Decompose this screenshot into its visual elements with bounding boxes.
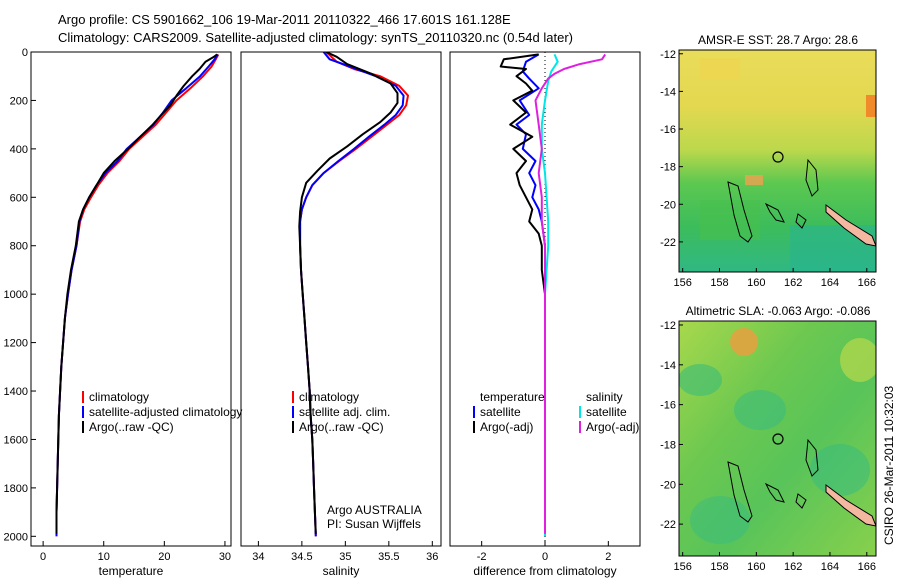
sla-map-ticks: 156 158 160 162 164 166 -12 -14 -16 -18 -20 -22 (660, 320, 876, 573)
x-tick-label: 0 (542, 551, 548, 563)
legend-entry: Argo(..raw -QC) (89, 420, 174, 434)
map-x-tick-label: 156 (674, 277, 692, 289)
legend-entry: climatology (89, 390, 149, 404)
x-tick-label: 34.5 (291, 551, 312, 563)
legend-entry: Argo(-adj) (480, 420, 533, 434)
legend-entry: Argo(-adj) (586, 420, 639, 434)
series-line-1-1 (55, 53, 220, 537)
map-y-tick-label: -14 (660, 360, 676, 372)
map-y-tick-label: -20 (660, 199, 676, 211)
y-tick-label: 1400 (4, 386, 28, 398)
map-y-tick-label: -12 (660, 49, 676, 61)
x-tick-label: 30 (219, 551, 231, 563)
map-x-tick-label: 160 (747, 277, 765, 289)
y-tick-label: 2000 (4, 531, 28, 543)
legend-group-title: temperature (480, 390, 545, 404)
legend-entry: satellite-adjusted climatology (89, 405, 242, 419)
figure-title-line2: Climatology: CARS2009. Satellite-adjuste… (58, 30, 573, 45)
x-axis-label: difference from climatology (473, 564, 616, 578)
y-tick-label: 1200 (4, 338, 28, 350)
y-tick-label: 600 (10, 192, 28, 204)
sst-map-frame (678, 49, 877, 273)
x-tick-label: 34 (252, 551, 264, 563)
csiro-timestamp: CSIRO 26-Mar-2011 10:32:03 (882, 385, 896, 545)
map-x-tick-label: 158 (710, 561, 728, 573)
legend-entry: satellite (586, 405, 627, 419)
map-x-tick-label: 158 (710, 277, 728, 289)
map-y-tick-label: -18 (660, 439, 676, 451)
map-x-tick-label: 156 (674, 561, 692, 573)
map-y-tick-label: -16 (660, 400, 676, 412)
map-x-tick-label: 166 (858, 561, 876, 573)
map-x-tick-label: 162 (784, 561, 802, 573)
x-axis-label: temperature (99, 564, 164, 578)
x-tick-label: 2 (605, 551, 611, 563)
profile-panel-1: 0 10 20 30 temperature 0 200 400 600 800 1000 1200 1… (4, 47, 243, 578)
annotation-line: Argo AUSTRALIA (327, 503, 422, 517)
legend-group-title: salinity (586, 390, 623, 404)
map-x-tick-label: 166 (858, 277, 876, 289)
map-y-tick-label: -22 (660, 519, 676, 531)
sst-argo-marker (772, 151, 784, 163)
map-x-tick-label: 162 (784, 277, 802, 289)
figure-title-line1: Argo profile: CS 5901662_106 19-Mar-2011… (58, 12, 511, 27)
x-tick-label: 35.5 (378, 551, 399, 563)
profile-panels: 0 10 20 30temperature0200400600800100012001… (4, 47, 641, 578)
series-line-3-4 (534, 53, 607, 534)
map-y-tick-label: -20 (660, 479, 676, 491)
y-tick-label: 1600 (4, 434, 28, 446)
legend-entry: satellite adj. clim. (299, 405, 390, 419)
x-tick-label: 20 (158, 551, 170, 563)
series-line-1-2 (55, 53, 219, 537)
y-tick-label: 400 (10, 144, 28, 156)
sla-map-frame (678, 320, 877, 557)
map-x-tick-label: 164 (821, 277, 839, 289)
sla-map-field (679, 321, 876, 556)
series-line-2-3 (298, 52, 399, 534)
x-tick-label: 36 (426, 551, 438, 563)
series-line-1-3 (55, 53, 218, 534)
legend-entry: Argo(..raw -QC) (299, 420, 384, 434)
map-y-tick-label: -16 (660, 124, 676, 136)
y-tick-label: 0 (22, 47, 28, 59)
legend-entry: satellite (480, 405, 521, 419)
series-line-3-1 (515, 53, 546, 537)
x-tick-label: 0 (40, 551, 46, 563)
y-tick-label: 800 (10, 241, 28, 253)
plot-frame-1 (30, 51, 232, 547)
sla-argo-marker (772, 433, 784, 445)
series-line-2-1 (299, 52, 409, 537)
plot-frame-2 (240, 51, 442, 547)
y-tick-label: 200 (10, 95, 28, 107)
y-tick-label: 1800 (4, 483, 28, 495)
map-y-tick-label: -14 (660, 86, 676, 98)
annotation-line: PI: Susan Wijffels (327, 517, 421, 531)
x-tick-label: 10 (98, 551, 110, 563)
y-tick-label: 1000 (4, 289, 28, 301)
map-y-tick-label: -22 (660, 237, 676, 249)
x-tick-label: 35 (339, 551, 351, 563)
legend-entry: climatology (299, 390, 359, 404)
x-axis-label: salinity (323, 564, 360, 578)
map-y-tick-label: -12 (660, 320, 676, 332)
sla-map-title: Altimetric SLA: -0.063 Argo: -0.086 (686, 304, 871, 318)
x-tick-label: -2 (477, 551, 487, 563)
sst-map-ticks: 156 158 160 162 164 166 -12 -14 -16 -18 -20 -22 (660, 49, 876, 289)
sst-map-field (679, 50, 876, 272)
map-y-tick-label: -18 (660, 162, 676, 174)
map-x-tick-label: 160 (747, 561, 765, 573)
map-x-tick-label: 164 (821, 561, 839, 573)
sst-map-title: AMSR-E SST: 28.7 Argo: 28.6 (698, 33, 858, 47)
profile-panel-2: 34 34.5 35 35.5 36 salinity climatologysatelli… (240, 51, 442, 578)
